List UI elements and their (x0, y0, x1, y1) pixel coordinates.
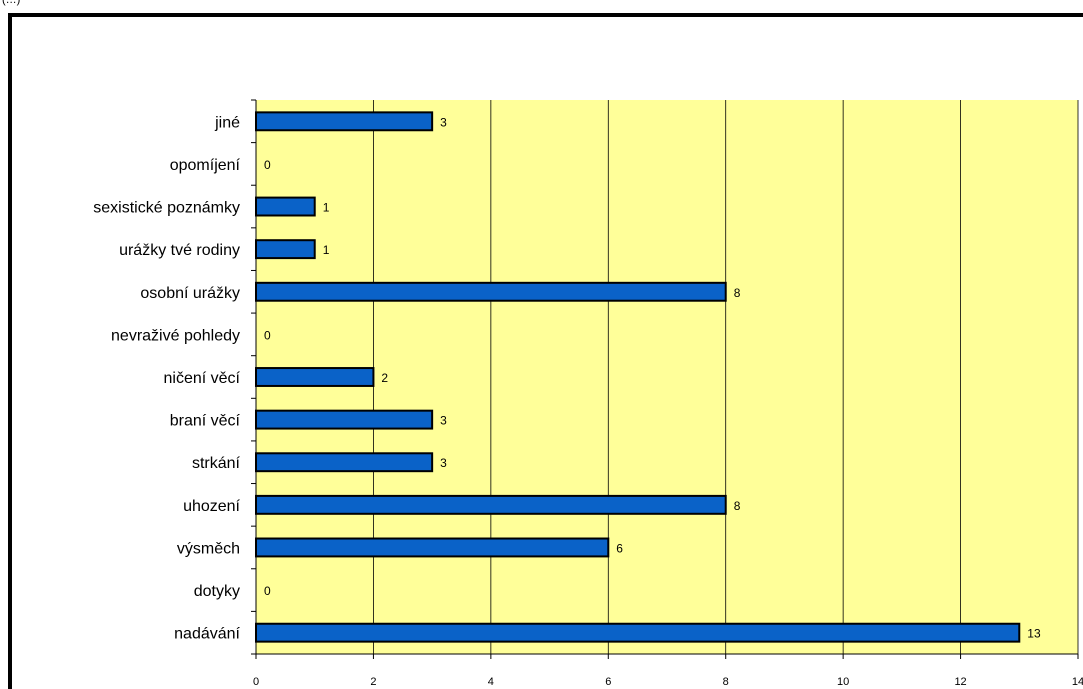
category-label: výsměch (177, 540, 240, 557)
x-tick-label: 4 (488, 676, 494, 688)
data-label: 13 (1027, 627, 1041, 641)
category-label: braní věcí (170, 413, 241, 430)
bar (255, 494, 727, 515)
bar (255, 452, 434, 473)
data-label: 3 (440, 456, 447, 470)
bar (255, 622, 1021, 643)
bar (255, 537, 610, 558)
category-label: jiné (214, 114, 240, 131)
category-label: strkání (192, 455, 241, 472)
x-tick-label: 12 (954, 676, 966, 688)
bar (255, 409, 434, 430)
category-label: osobní urážky (140, 285, 240, 302)
category-label: sexistické poznámky (93, 200, 240, 217)
data-label: 2 (381, 371, 388, 385)
data-label: 0 (264, 584, 271, 598)
top-clipped-text: (…) (2, 0, 21, 6)
x-tick-label: 10 (837, 676, 849, 688)
category-label: opomíjení (170, 157, 241, 174)
x-tick-label: 14 (1072, 676, 1083, 688)
x-tick-label: 6 (605, 676, 611, 688)
category-label: uhození (183, 498, 240, 515)
x-tick-label: 2 (370, 676, 376, 688)
data-label: 0 (264, 158, 271, 172)
x-tick-label: 8 (723, 676, 729, 688)
x-tick-label: 0 (253, 676, 259, 688)
data-label: 8 (734, 499, 741, 513)
bar (255, 111, 434, 132)
category-label: dotyky (194, 583, 240, 600)
data-label: 3 (440, 115, 447, 129)
data-label: 0 (264, 328, 271, 342)
bar (255, 281, 727, 302)
bar (255, 367, 375, 387)
data-label: 3 (440, 414, 447, 428)
category-label: urážky tvé rodiny (119, 242, 240, 259)
category-label: ničení věcí (164, 370, 241, 387)
data-label: 1 (323, 243, 330, 257)
plot-area (256, 100, 1078, 654)
bar (255, 239, 316, 260)
data-label: 8 (734, 286, 741, 300)
data-label: 1 (323, 201, 330, 215)
bar (255, 196, 316, 217)
data-label: 6 (616, 541, 623, 555)
category-label: nevraživé pohledy (111, 327, 240, 344)
category-label: nadávání (174, 626, 240, 643)
